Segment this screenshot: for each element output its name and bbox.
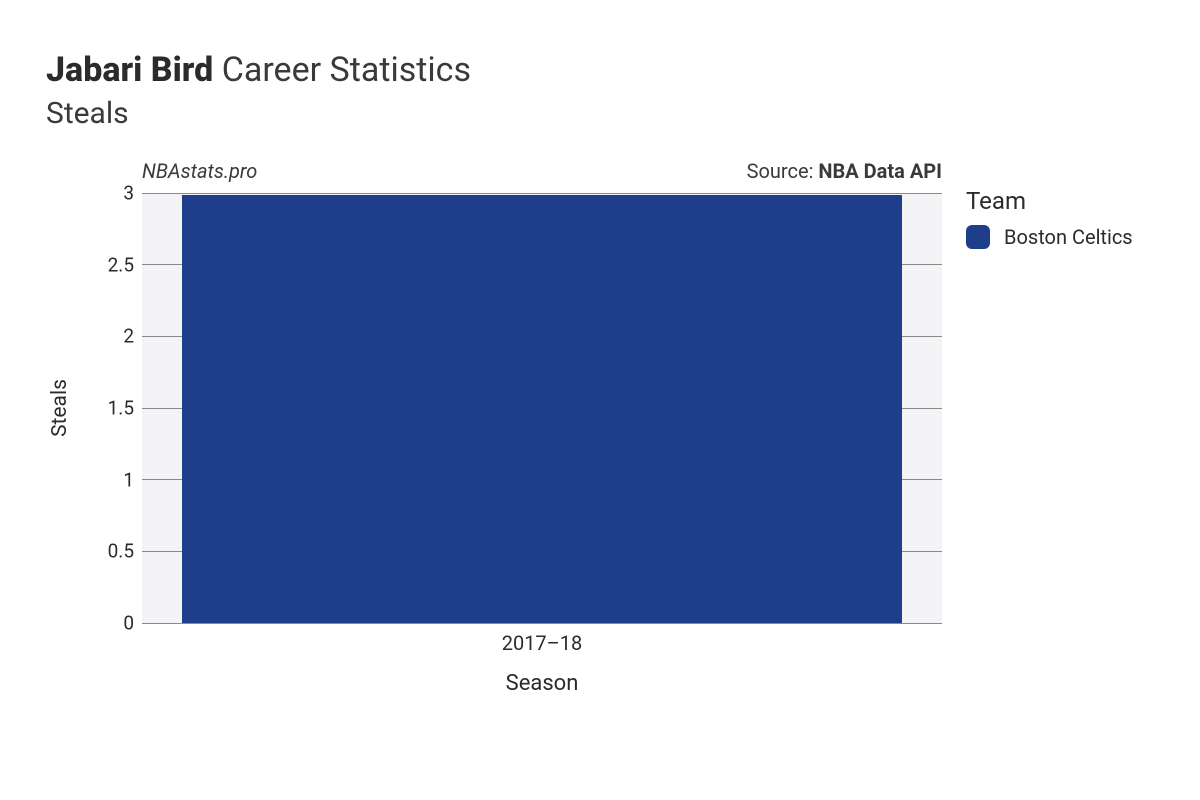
- watermark: NBAstats.pro: [142, 159, 257, 183]
- chart-title: Jabari Bird Career Statistics: [46, 50, 1170, 90]
- annotation-row: NBAstats.pro Source: NBA Data API: [142, 159, 942, 183]
- y-tick-label: 2.5: [34, 253, 134, 276]
- y-tick-label: 0: [34, 612, 134, 635]
- y-tick-label: 1.5: [34, 397, 134, 420]
- legend-swatch: [966, 225, 990, 249]
- chart-container: Jabari Bird Career Statistics Steals NBA…: [0, 0, 1200, 800]
- title-bold: Jabari Bird: [46, 50, 213, 90]
- y-tick-label: 1: [34, 468, 134, 491]
- bar: [182, 195, 902, 623]
- grid-line: [142, 193, 942, 194]
- x-tick-label: 2017–18: [502, 631, 583, 655]
- legend-title: Team: [966, 187, 1200, 215]
- y-tick-label: 0.5: [34, 540, 134, 563]
- y-tick-label: 2: [34, 325, 134, 348]
- y-tick-label: 3: [34, 182, 134, 205]
- plot-area: [142, 193, 942, 623]
- chart-zone: NBAstats.pro Source: NBA Data API Steals…: [30, 159, 1170, 719]
- legend-items: Boston Celtics: [966, 225, 1200, 249]
- chart-subtitle: Steals: [46, 96, 1170, 131]
- legend: Team Boston Celtics: [966, 187, 1200, 249]
- legend-item: Boston Celtics: [966, 225, 1200, 249]
- title-rest: Career Statistics: [222, 50, 471, 90]
- x-axis-label: Season: [506, 671, 579, 696]
- source-name: NBA Data API: [818, 159, 942, 183]
- source-prefix: Source:: [747, 159, 819, 183]
- source-note: Source: NBA Data API: [747, 159, 942, 183]
- legend-label: Boston Celtics: [1004, 225, 1133, 249]
- y-axis-ticks: 00.511.522.53: [30, 193, 134, 623]
- x-axis-ticks: 2017–18: [142, 631, 942, 661]
